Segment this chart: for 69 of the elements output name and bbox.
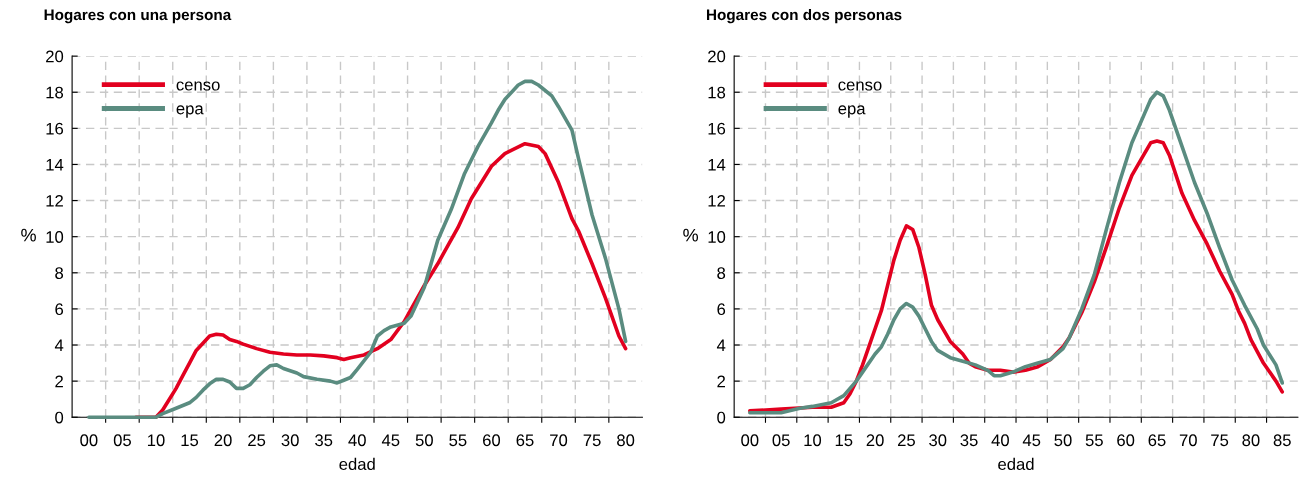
x-tick-label: 80 (1242, 434, 1260, 447)
x-tick-label: 65 (516, 434, 534, 447)
y-tick-label: 16 (708, 122, 726, 135)
y-tick-label: 6 (55, 303, 64, 316)
x-tick-label: 20 (214, 434, 232, 447)
y-tick-label: 2 (55, 375, 63, 388)
x-tick-label: 05 (772, 434, 790, 447)
x-tick-label: 50 (415, 434, 433, 447)
y-axis-title: % (21, 228, 36, 242)
x-tick-label: 45 (1022, 434, 1041, 447)
x-tick-label: 85 (1273, 434, 1291, 447)
x-tick-label: 00 (80, 434, 98, 447)
line-series (748, 90, 1285, 415)
y-tick-label: 20 (46, 50, 64, 63)
y-tick-label: 14 (708, 159, 726, 171)
y-axis-title: % (683, 228, 699, 242)
y-tick-label: 6 (717, 303, 726, 316)
y-tick-label: 0 (717, 411, 726, 424)
legend-label: censo (176, 81, 220, 91)
y-tick-label: 18 (708, 86, 726, 99)
x-tick-label: 50 (1054, 434, 1072, 447)
x-tick-label: 80 (617, 434, 635, 447)
x-tick-label: 65 (1148, 434, 1166, 447)
x-tick-label: 55 (449, 434, 467, 447)
legend-label: epa (176, 105, 204, 118)
y-tick-label: 18 (46, 86, 64, 99)
x-tick-label: 45 (381, 434, 400, 447)
x-tick-label: 35 (960, 434, 978, 447)
y-tick-label: 4 (54, 339, 64, 352)
y-tick-label: 16 (46, 122, 64, 135)
y-tick-label: 14 (46, 159, 64, 171)
x-tick-label: 25 (897, 434, 915, 447)
x-axis-title: edad (998, 457, 1034, 471)
x-axis-title: edad (339, 457, 375, 471)
x-tick-label: 15 (181, 434, 199, 447)
y-tick-label: 10 (46, 231, 64, 243)
x-tick-label: 70 (550, 434, 568, 447)
y-tick-label: 2 (717, 375, 725, 388)
y-tick-label: 4 (716, 339, 726, 352)
x-tick-label: 60 (483, 434, 501, 447)
x-tick-label: 20 (866, 434, 884, 447)
x-tick-label: 30 (281, 434, 299, 447)
x-tick-label: 55 (1085, 434, 1103, 447)
x-tick-label: 30 (929, 434, 947, 447)
y-tick-label: 12 (708, 194, 725, 207)
x-tick-label: 10 (147, 434, 165, 447)
y-tick-label: 8 (717, 267, 726, 279)
line-series (87, 79, 628, 420)
chart-title: Hogares con dos personas (707, 8, 902, 24)
chart-title: Hogares con una persona (44, 9, 232, 24)
x-tick-label: 75 (583, 434, 601, 447)
x-tick-label: 75 (1211, 434, 1229, 447)
x-tick-label: 70 (1179, 434, 1197, 447)
x-tick-label: 40 (348, 434, 366, 447)
y-tick-label: 8 (55, 267, 64, 279)
legend-label: epa (838, 105, 866, 118)
x-tick-label: 40 (991, 434, 1009, 447)
legend-label: censo (838, 81, 882, 91)
x-tick-label: 15 (835, 434, 853, 447)
y-tick-label: 10 (708, 231, 726, 243)
x-tick-label: 35 (315, 434, 333, 447)
y-tick-label: 20 (708, 50, 726, 63)
x-tick-label: 60 (1117, 434, 1135, 447)
y-tick-label: 12 (46, 194, 63, 207)
x-tick-label: 05 (113, 434, 131, 447)
x-tick-label: 10 (804, 434, 822, 447)
x-tick-label: 00 (741, 434, 759, 447)
x-tick-label: 25 (248, 434, 266, 447)
y-tick-label: 0 (55, 411, 64, 424)
